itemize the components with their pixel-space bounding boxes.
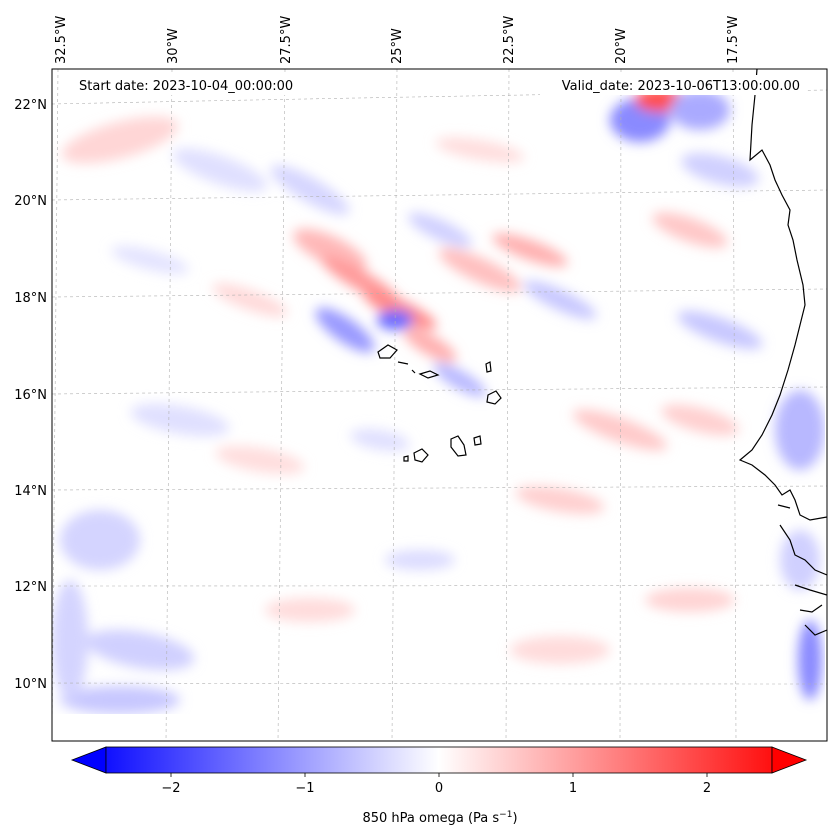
island-santa-luzia [411,369,416,374]
colorbar-tick-1: 1 [569,781,577,796]
lat-label-14n: 14°N [14,484,47,499]
gridlines [52,69,827,741]
island-sal [485,361,492,373]
colorbar-tick-marks [170,773,708,777]
lat-label-12n: 12°N [14,580,47,595]
colorbar-label-end: ) [512,811,517,826]
colorbar-label-superscript: −1 [499,810,512,820]
island-brava [403,455,409,462]
start-date-label: Start date: 2023-10-04_00:00:00 [79,79,293,94]
longitude-labels: 32.5°W 30°W 27.5°W 25°W 22.5°W 20°W 17.5… [54,16,741,64]
colorbar-tick-0: 0 [435,781,443,796]
lon-label-32-5w: 32.5°W [54,16,69,64]
lon-label-30w: 30°W [166,28,181,64]
island-santiago [450,435,467,457]
latitude-labels: 22°N 20°N 18°N 16°N 14°N 12°N 10°N [14,98,47,692]
map-background [52,69,827,741]
coastline [738,69,827,636]
island-boa-vista [486,390,502,405]
map-frame [51,68,828,742]
lat-label-20n: 20°N [14,194,47,209]
island-fogo [413,448,429,463]
island-sao-vicente [397,361,409,365]
lon-label-17-5w: 17.5°W [726,16,741,64]
colorbar-gradient [105,746,773,774]
colorbar-high-extend [771,746,808,774]
island-sao-nicolau [418,370,440,379]
valid-date-box: Valid_date: 2023-10-06T13:00:00.00 [540,75,806,95]
colorbar-label-main: 850 hPa omega (Pa s [362,811,499,826]
map-panel: Start date: 2023-10-04_00:00:00 Valid_da… [51,68,828,742]
lat-label-16n: 16°N [14,388,47,403]
lat-label-22n: 22°N [14,98,47,113]
island-maio [473,435,482,446]
valid-date-background [540,75,806,95]
colorbar-low-extend [70,746,107,774]
start-date-box: Start date: 2023-10-04_00:00:00 [74,75,314,95]
lon-label-20w: 20°W [614,28,629,64]
lat-label-18n: 18°N [14,291,47,306]
colorbar-tick-neg1: −1 [295,781,314,796]
colorbar-tick-neg2: −2 [161,781,180,796]
island-santo-antao [377,344,398,359]
colorbar-label: 850 hPa omega (Pa s−1) [362,810,517,826]
colorbar-tick-2: 2 [703,781,711,796]
lon-label-22-5w: 22.5°W [502,16,517,64]
start-date-background [74,75,314,95]
lon-label-27-5w: 27.5°W [279,16,294,64]
omega-field [52,88,825,714]
colorbar: −2 −1 0 1 2 850 hPa omega (Pa s−1) [70,746,808,826]
valid-date-label: Valid_date: 2023-10-06T13:00:00.00 [562,79,800,94]
lat-label-10n: 10°N [14,677,47,692]
cape-verde-islands [377,344,502,463]
lon-label-25w: 25°W [390,28,405,64]
